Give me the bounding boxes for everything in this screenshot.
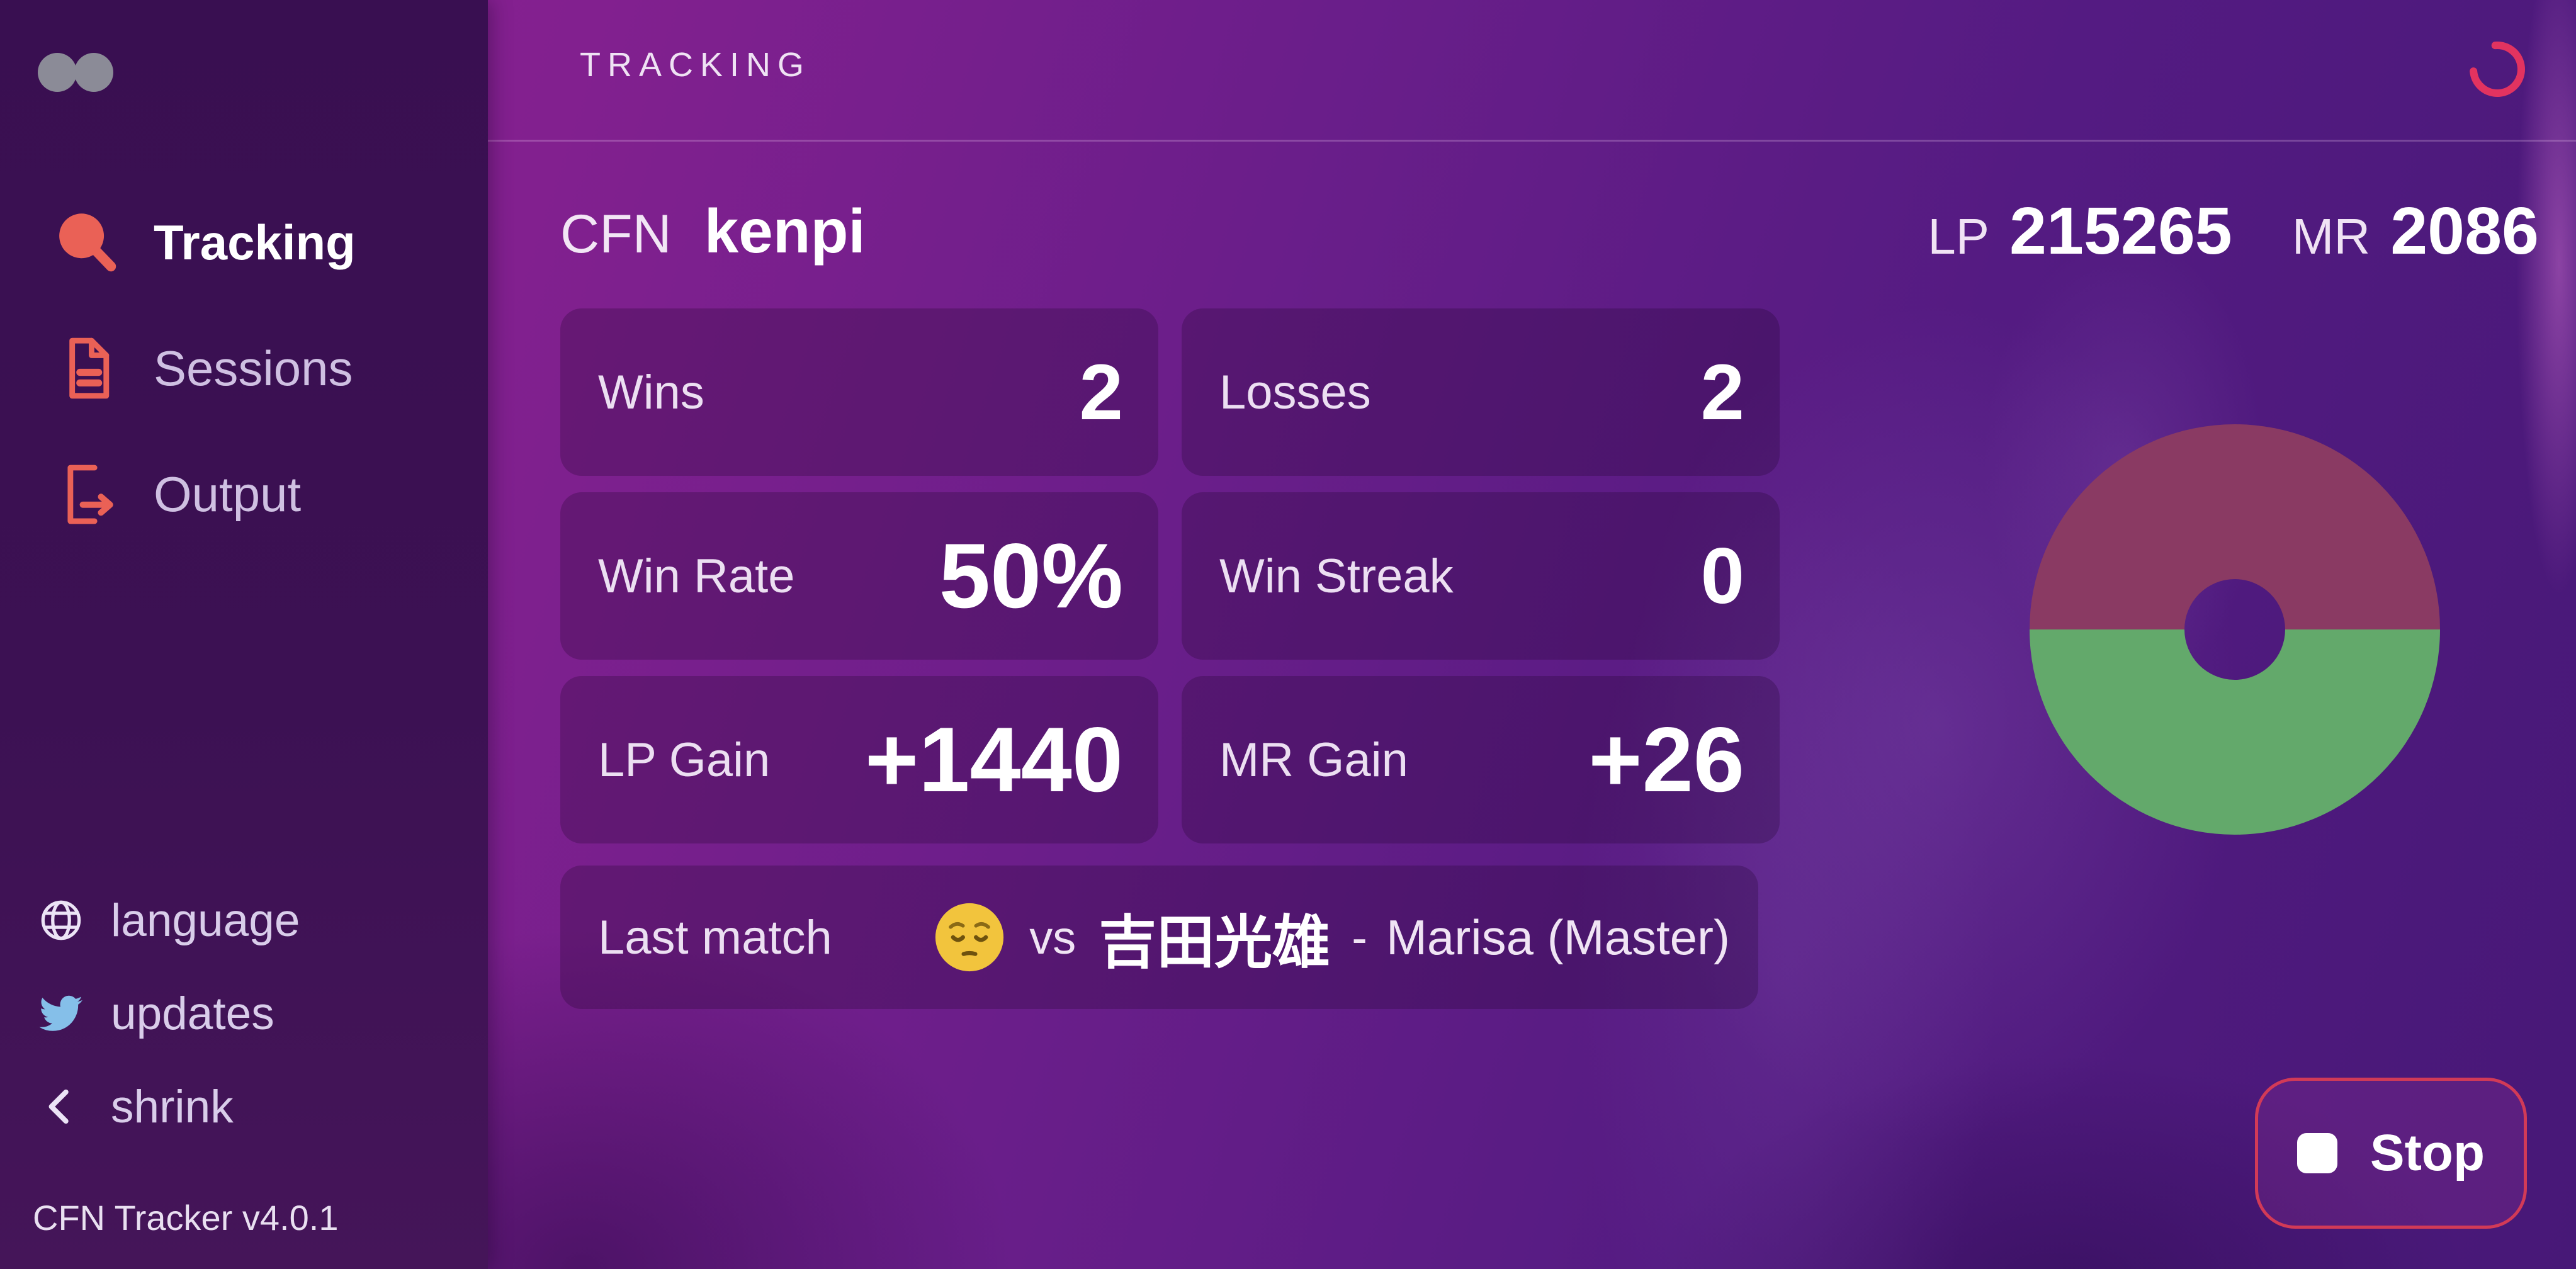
opponent-name: 吉田光雄 xyxy=(1099,908,1331,976)
sidebar-item-label: language xyxy=(111,894,300,946)
sidebar-item-tracking[interactable]: Tracking xyxy=(0,179,488,305)
stats-grid: Wins 2 Losses 2 Win Rate 50% Win Streak … xyxy=(560,308,1780,843)
sidebar-item-label: Output xyxy=(154,466,302,522)
donut-losses-slice xyxy=(2030,424,2440,629)
stat-value: 2 xyxy=(1079,348,1123,436)
vs-label: vs xyxy=(1029,911,1076,964)
separator: - xyxy=(1352,911,1367,964)
username: kenpi xyxy=(704,196,866,266)
export-icon xyxy=(52,459,122,529)
sidebar-item-label: Sessions xyxy=(154,340,353,396)
chevron-left-icon xyxy=(38,1083,84,1130)
document-icon xyxy=(52,333,122,403)
sidebar-item-shrink[interactable]: shrink xyxy=(0,1060,488,1153)
sidebar-item-updates[interactable]: updates xyxy=(0,967,488,1060)
loading-spinner-icon xyxy=(2470,42,2525,97)
sidebar: Tracking Sessions Ou xyxy=(0,0,488,1269)
stat-label: MR Gain xyxy=(1219,733,1408,787)
main-panel: TRACKING CFN kenpi LP 215265 MR 2086 Win… xyxy=(488,0,2576,1269)
sidebar-nav: Tracking Sessions Ou xyxy=(0,179,488,557)
lp-value: 215265 xyxy=(2009,193,2232,268)
stat-label: Wins xyxy=(598,365,704,419)
sidebar-item-output[interactable]: Output xyxy=(0,431,488,557)
sidebar-item-label: shrink xyxy=(111,1081,234,1132)
app-version-label: CFN Tracker v4.0.1 xyxy=(33,1198,339,1238)
magnifier-icon xyxy=(52,207,122,278)
page-title: TRACKING xyxy=(580,46,811,84)
stat-card-losses: Losses 2 xyxy=(1182,308,1780,476)
stop-button-label: Stop xyxy=(2370,1124,2485,1182)
mr-value: 2086 xyxy=(2390,193,2539,268)
twitter-icon xyxy=(38,990,84,1037)
stat-value: 50% xyxy=(939,524,1123,627)
last-match-card: Last match vs 吉田光雄 - Marisa (Master) xyxy=(560,866,1758,1009)
window-control-dot-1[interactable] xyxy=(38,53,77,92)
stat-label: LP Gain xyxy=(598,733,771,787)
stat-label: Losses xyxy=(1219,365,1371,419)
stat-card-win-streak: Win Streak 0 xyxy=(1182,492,1780,660)
globe-icon xyxy=(38,897,84,944)
sidebar-item-sessions[interactable]: Sessions xyxy=(0,305,488,431)
stat-card-wins: Wins 2 xyxy=(560,308,1158,476)
pensive-face-emoji-icon xyxy=(935,903,1004,972)
win-loss-donut-chart xyxy=(2030,424,2440,835)
last-match-details: vs 吉田光雄 - Marisa (Master) xyxy=(932,896,1730,979)
stat-value: +26 xyxy=(1588,708,1744,811)
profile-ranks: LP 215265 MR 2086 xyxy=(1928,193,2539,269)
stop-square-icon xyxy=(2296,1133,2337,1173)
profile-identity: CFN kenpi xyxy=(560,196,866,267)
opponent-character-rank: Marisa (Master) xyxy=(1386,909,1730,965)
stat-value: 2 xyxy=(1700,348,1744,436)
sidebar-item-label: Tracking xyxy=(154,214,356,270)
stat-card-win-rate: Win Rate 50% xyxy=(560,492,1158,660)
stat-card-mr-gain: MR Gain +26 xyxy=(1182,676,1780,843)
platform-label: CFN xyxy=(560,203,672,264)
stat-value: 0 xyxy=(1700,532,1744,620)
profile-row: CFN kenpi LP 215265 MR 2086 xyxy=(560,190,2539,272)
sidebar-footer-nav: language updates shrink xyxy=(0,874,488,1153)
stat-label: Win Streak xyxy=(1219,549,1454,603)
mr-label: MR xyxy=(2291,208,2371,264)
lp-label: LP xyxy=(1928,208,1990,264)
sidebar-item-language[interactable]: language xyxy=(0,874,488,967)
header-bar: TRACKING xyxy=(488,0,2576,142)
stat-card-lp-gain: LP Gain +1440 xyxy=(560,676,1158,843)
stat-value: +1440 xyxy=(864,708,1123,811)
stat-label: Win Rate xyxy=(598,549,795,603)
stop-button[interactable]: Stop xyxy=(2255,1078,2527,1229)
donut-wins-slice xyxy=(2030,629,2440,835)
sidebar-item-label: updates xyxy=(111,988,274,1039)
window-control-dot-2[interactable] xyxy=(74,53,113,92)
last-match-label: Last match xyxy=(598,910,832,964)
